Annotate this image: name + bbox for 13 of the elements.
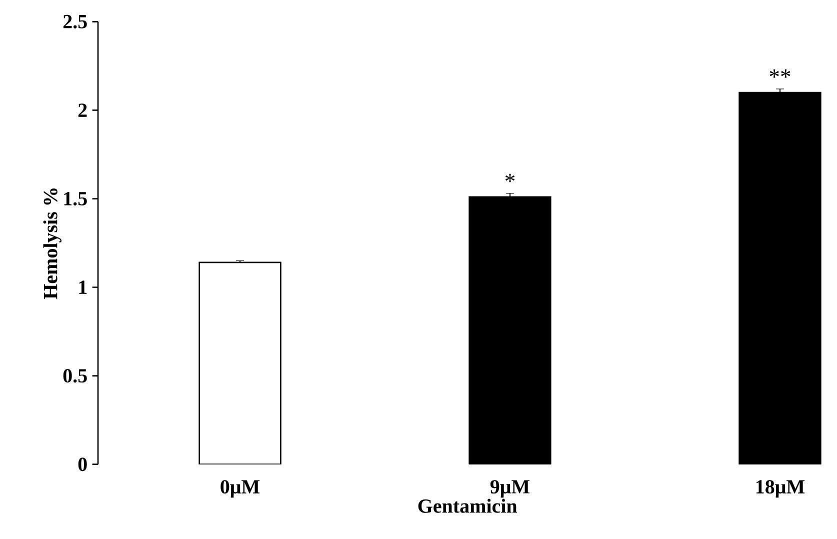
y-tick-label: 1.5 xyxy=(64,192,87,206)
x-tick-label: 9μM xyxy=(490,480,530,498)
y-tick-label: 0 xyxy=(78,458,87,472)
x-tick-label: 0μM xyxy=(220,480,260,498)
y-tick-label: 2.5 xyxy=(63,14,87,28)
x-tick-label: 18μM xyxy=(756,480,805,498)
annotation: * xyxy=(505,174,515,182)
y-tick-label: 1 xyxy=(79,280,87,294)
y-tick-label: 2 xyxy=(78,104,87,117)
annotation: ** xyxy=(770,69,790,78)
y-tick-label: 0.5 xyxy=(63,369,87,383)
x-axis-title: Gentamicin xyxy=(418,498,518,513)
y-axis-title: Hemolysis % xyxy=(43,188,62,300)
